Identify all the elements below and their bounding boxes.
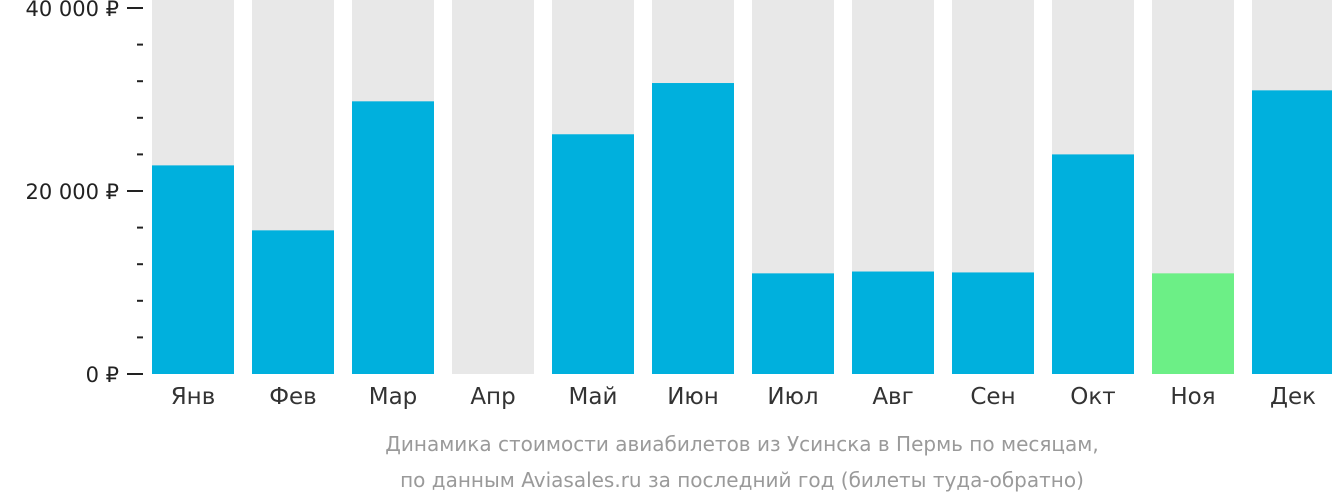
x-tick-label-12: Дек [1270,384,1316,410]
price-bar-12[interactable] [1252,90,1332,374]
x-tick-label-6: Июн [667,384,719,410]
x-tick-label-11: Ноя [1170,384,1215,410]
price-bars-layer [152,83,1332,374]
price-bar-8[interactable] [852,271,934,374]
chart-caption: Динамика стоимости авиабилетов из Усинск… [385,432,1098,492]
bar-background-4 [452,0,534,374]
price-bar-7[interactable] [752,273,834,374]
price-bar-3[interactable] [352,101,434,374]
x-tick-label-2: Фев [269,384,317,410]
x-tick-label-4: Апр [470,384,515,410]
x-tick-label-3: Мар [369,384,418,410]
price-bar-9[interactable] [952,272,1034,374]
x-axis-labels: Янв Фев Мар Апр Май Июн Июл Авг Сен Окт Ноя Дек [171,384,1316,410]
x-tick-label-1: Янв [171,384,216,410]
x-tick-label-8: Авг [872,384,913,410]
y-tick-label-2: 20 000 ₽ [25,180,119,204]
x-tick-label-5: Май [569,384,618,410]
x-tick-label-10: Окт [1070,384,1115,410]
price-bar-10[interactable] [1052,154,1134,374]
x-tick-label-7: Июл [767,384,818,410]
y-tick-label-3: 40 000 ₽ [25,0,119,21]
price-bar-11[interactable] [1152,273,1234,374]
y-tick-label-1: 0 ₽ [86,363,119,387]
price-bar-1[interactable] [152,165,234,374]
x-tick-label-9: Сен [970,384,1015,410]
price-bar-5[interactable] [552,134,634,374]
caption-line-1: Динамика стоимости авиабилетов из Усинск… [385,432,1098,456]
y-axis: 0 ₽ 20 000 ₽ 40 000 ₽ [25,0,143,387]
price-bar-2[interactable] [252,230,334,374]
caption-line-2: по данным Aviasales.ru за последний год … [400,468,1084,492]
price-bar-6[interactable] [652,83,734,374]
